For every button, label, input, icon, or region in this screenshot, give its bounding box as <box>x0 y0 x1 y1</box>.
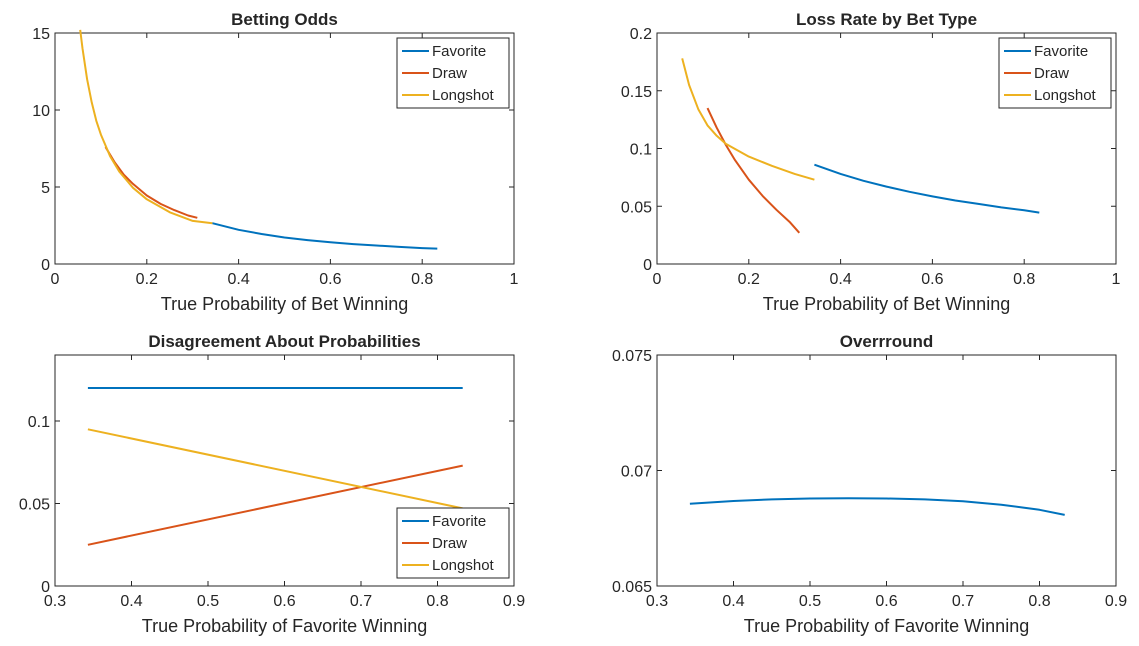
plot-area <box>656 354 1117 587</box>
y-tick-label: 5 <box>41 180 50 197</box>
x-tick-label: 0.8 <box>1013 271 1035 288</box>
x-tick-label: 0.4 <box>120 593 142 610</box>
x-tick-label: 0.6 <box>273 593 295 610</box>
legend: Favorite Draw Longshot <box>396 507 510 579</box>
x-tick-label: 0.9 <box>1105 593 1127 610</box>
y-tick-label: 0.1 <box>630 142 652 159</box>
x-tick-label: 0.6 <box>921 271 943 288</box>
y-tick-label: 10 <box>32 103 50 120</box>
x-tick-label: 0.8 <box>1028 593 1050 610</box>
chart-title: Betting Odds <box>231 10 338 29</box>
chart-panel-3: 0.3 0.4 0.5 0.6 0.7 0.8 0.9 0.065 0.07 0.075 Overr… <box>612 332 1127 636</box>
y-tick-label: 0.07 <box>621 464 652 481</box>
x-tick-label: 1 <box>510 271 519 288</box>
x-axis-label: True Probability of Bet Winning <box>161 294 408 314</box>
y-tick-label: 0 <box>41 579 50 596</box>
series-line-draw <box>87 464 463 546</box>
y-tick-label: 0.075 <box>612 348 652 365</box>
series-line-draw <box>706 107 801 234</box>
chart-title: Overrround <box>840 332 934 351</box>
x-tick-label: 0.7 <box>350 593 372 610</box>
legend-entry: Draw <box>432 65 467 82</box>
legend-entry: Favorite <box>432 43 486 60</box>
x-axis-label: True Probability of Bet Winning <box>763 294 1010 314</box>
x-tick-label: 0.8 <box>426 593 448 610</box>
legend: Favorite Draw Longshot <box>396 37 510 109</box>
y-tick-label: 0 <box>643 257 652 274</box>
legend-entry: Draw <box>432 535 467 552</box>
x-tick-label: 0.2 <box>136 271 158 288</box>
chart-panel-1: 0 0.2 0.4 0.6 0.8 1 0 0.05 0.1 0.15 0.2 Loss Rate b… <box>621 10 1121 314</box>
x-tick-label: 0.4 <box>829 271 851 288</box>
legend-entry: Favorite <box>432 513 486 530</box>
series-line-longshot <box>87 428 463 510</box>
series-line-favorite <box>212 222 438 250</box>
x-tick-label: 0.5 <box>197 593 219 610</box>
x-tick-label: 0.6 <box>875 593 897 610</box>
x-tick-label: 0.2 <box>738 271 760 288</box>
x-tick-label: 0.3 <box>646 593 668 610</box>
y-tick-label: 0.2 <box>630 26 652 43</box>
x-tick-label: 0 <box>653 271 662 288</box>
x-tick-label: 0.5 <box>799 593 821 610</box>
x-tick-label: 0.8 <box>411 271 433 288</box>
legend-box <box>396 37 510 109</box>
series-line-favorite <box>689 497 1065 516</box>
chart-panel-2: 0.3 0.4 0.5 0.6 0.7 0.8 0.9 0 0.05 0.1 Disagreemen… <box>19 332 525 636</box>
y-tick-label: 0.15 <box>621 84 652 101</box>
chart-title: Loss Rate by Bet Type <box>796 10 977 29</box>
x-axis-label: True Probability of Favorite Winning <box>142 616 427 636</box>
x-tick-label: 1 <box>1112 271 1121 288</box>
legend-entry: Favorite <box>1034 43 1088 60</box>
x-axis-label: True Probability of Favorite Winning <box>744 616 1029 636</box>
y-tick-label: 15 <box>32 26 50 43</box>
x-tick-label: 0.7 <box>952 593 974 610</box>
y-tick-label: 0.05 <box>621 199 652 216</box>
y-tick-label: 0.1 <box>28 414 50 431</box>
legend-entry: Longshot <box>432 87 495 104</box>
x-tick-label: 0 <box>51 271 60 288</box>
legend-entry: Draw <box>1034 65 1069 82</box>
y-tick-label: 0 <box>41 257 50 274</box>
legend-entry: Longshot <box>1034 87 1097 104</box>
series-line-draw <box>104 146 198 219</box>
x-tick-label: 0.4 <box>227 271 249 288</box>
x-tick-label: 0.4 <box>722 593 744 610</box>
series-line-favorite <box>814 163 1040 214</box>
series-line-longshot <box>79 29 213 225</box>
legend-entry: Longshot <box>432 557 495 574</box>
series-line-longshot <box>681 58 815 181</box>
y-tick-label: 0.05 <box>19 497 50 514</box>
x-tick-label: 0.9 <box>503 593 525 610</box>
chart-title: Disagreement About Probabilities <box>148 332 420 351</box>
x-tick-label: 0.6 <box>319 271 341 288</box>
legend: Favorite Draw Longshot <box>998 37 1112 109</box>
y-tick-label: 0.065 <box>612 579 652 596</box>
x-tick-label: 0.3 <box>44 593 66 610</box>
